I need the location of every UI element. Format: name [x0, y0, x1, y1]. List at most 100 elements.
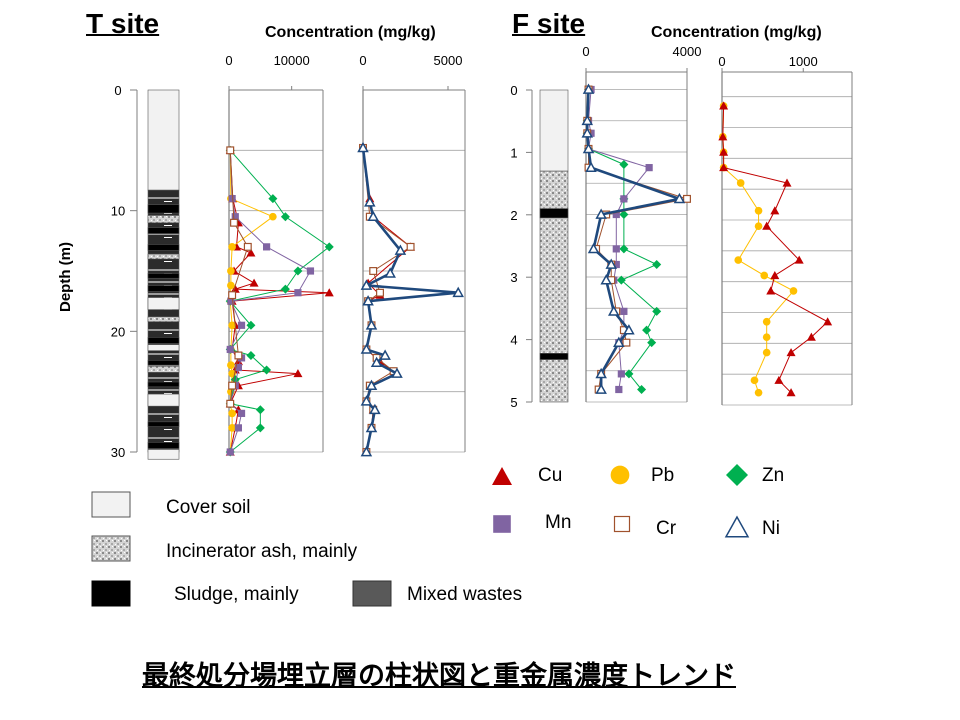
t-column-ash-band	[147, 253, 180, 260]
f-panel2-line-pb	[722, 105, 795, 393]
t-depth-tick-label: 10	[111, 204, 125, 219]
legend-mixed-swatch	[352, 580, 392, 607]
t-panel1-point-zn	[324, 242, 334, 252]
t-column-cover-band	[147, 297, 180, 310]
legend-mixed-label: Mixed wastes	[407, 584, 523, 605]
f-panel2-point-pb	[789, 287, 798, 295]
legend-sludge-swatch	[91, 580, 131, 607]
t-panel2-point-ni	[379, 349, 391, 360]
t-panel1-point-mn	[234, 363, 242, 372]
f-panel1-point-ni	[613, 336, 625, 347]
f-panel1-point-mn	[645, 164, 653, 172]
f-panel2-point-pb	[754, 206, 763, 215]
f-panel1-point-mn	[615, 385, 623, 394]
f-site-title: F site	[512, 8, 586, 39]
f-panel1-point-ni	[582, 142, 595, 154]
legend-zn-marker	[726, 464, 748, 486]
t-panel1-point-mn	[227, 297, 235, 305]
f-panel2-point-cu	[794, 255, 804, 264]
f-panel2-point-cu	[786, 388, 796, 397]
t-panel1-point-mn	[294, 289, 302, 297]
f-panel1-point-zn	[624, 369, 634, 379]
t-column-ash-band	[147, 316, 180, 322]
t-panel2-point-ni	[391, 367, 403, 378]
t-panel1-point-pb	[227, 267, 235, 275]
t-panel1-x-tick-label: 10000	[274, 53, 310, 68]
f-panel1-point-cr	[683, 194, 691, 203]
t-panel2-point-ni	[365, 421, 378, 433]
legend-cr-label: Cr	[656, 518, 677, 539]
f-panel2-point-cu	[762, 221, 772, 230]
f-panel2-point-cu	[786, 348, 796, 357]
f-panel1-point-ni	[581, 114, 594, 126]
t-column-ash-band	[147, 215, 180, 224]
f-panel2-point-pb	[734, 256, 743, 264]
t-panel1-point-cr	[228, 291, 237, 300]
t-depth-tick-label: 0	[114, 83, 121, 98]
f-column-sludge-band	[539, 208, 569, 219]
f-panel1-point-mn	[612, 245, 620, 253]
t-panel1-point-cr	[228, 381, 237, 390]
f-panel2-x-tick-label: 0	[718, 54, 725, 69]
t-column-cover-soil	[147, 89, 180, 191]
t-panel1-point-cu	[293, 369, 303, 378]
t-panel1-x-tick-label: 0	[225, 53, 232, 68]
t-panel2-point-cr	[406, 242, 415, 251]
t-panel1-point-cu	[249, 278, 259, 287]
t-panel1-point-zn	[246, 320, 256, 330]
f-panel2-point-pb	[762, 333, 771, 341]
f-panel2-point-cu	[719, 147, 729, 156]
t-depth-tick-label: 30	[111, 445, 125, 460]
t-panel1-point-mn	[237, 409, 246, 417]
t-depth-tick-label: 20	[111, 324, 125, 339]
t-panel1-point-pb	[228, 321, 236, 330]
f-column-incinerator-ash	[539, 170, 569, 403]
f-column-sludge-band	[539, 353, 569, 360]
f-panel1-point-zn	[619, 160, 629, 169]
f-panel1-line-ni	[585, 89, 685, 390]
t-column-sludge-band	[147, 381, 180, 388]
t-panel2-point-ni	[360, 343, 373, 354]
t-panel1-point-pb	[269, 212, 277, 221]
f-panel2-x-tick-label: 1000	[789, 54, 818, 69]
t-panel1-point-cr	[234, 351, 243, 360]
t-panel1-point-mn	[306, 267, 315, 275]
t-column-sludge-band	[147, 273, 180, 279]
t-column-sludge-band	[147, 285, 180, 292]
t-column-sludge-band	[147, 244, 180, 251]
f-panel2-point-pb	[736, 179, 745, 187]
f-column-cover-soil	[539, 89, 569, 172]
f-panel2-point-cu	[770, 206, 780, 215]
t-panel1-point-mn	[231, 213, 239, 221]
f-panel1-point-zn	[652, 260, 662, 269]
t-panel1-point-mn	[263, 243, 271, 251]
t-panel2-point-ni	[360, 395, 373, 406]
f-panel1-point-ni	[595, 208, 607, 219]
f-panel1-x-tick-label: 0	[582, 44, 589, 59]
f-panel1-line-cr	[586, 89, 688, 390]
t-panel1-point-cr	[243, 242, 252, 251]
f-panel1-point-ni	[595, 367, 607, 379]
f-panel2-point-cu	[823, 317, 833, 326]
t-panel2-point-ni	[357, 141, 369, 153]
t-column-sludge-band	[147, 337, 180, 344]
legend-mn-label: Mn	[545, 512, 572, 533]
t-panel2-point-ni	[367, 210, 379, 222]
f-panel1-x-tick-label: 4000	[673, 44, 702, 59]
legend-ni-marker	[724, 515, 750, 538]
f-panel1-point-zn	[619, 210, 629, 219]
t-panel1-point-pb	[228, 424, 236, 432]
t-column-cover-band	[147, 449, 180, 460]
t-panel1-point-mn	[226, 345, 234, 354]
f-panel2-point-pb	[762, 348, 771, 357]
t-column-sludge-band	[147, 442, 180, 449]
legend-cu-marker	[492, 467, 512, 485]
t-panel2-point-ni	[365, 319, 378, 330]
t-panel1-point-pb	[227, 281, 235, 290]
f-panel1-point-ni	[600, 274, 612, 285]
t-panel1-point-zn	[293, 266, 303, 276]
t-panel2-point-ni	[394, 244, 407, 255]
t-panel1-point-pb	[227, 361, 235, 369]
f-depth-tick-label: 2	[510, 208, 517, 223]
f-panel1-point-mn	[612, 260, 620, 269]
